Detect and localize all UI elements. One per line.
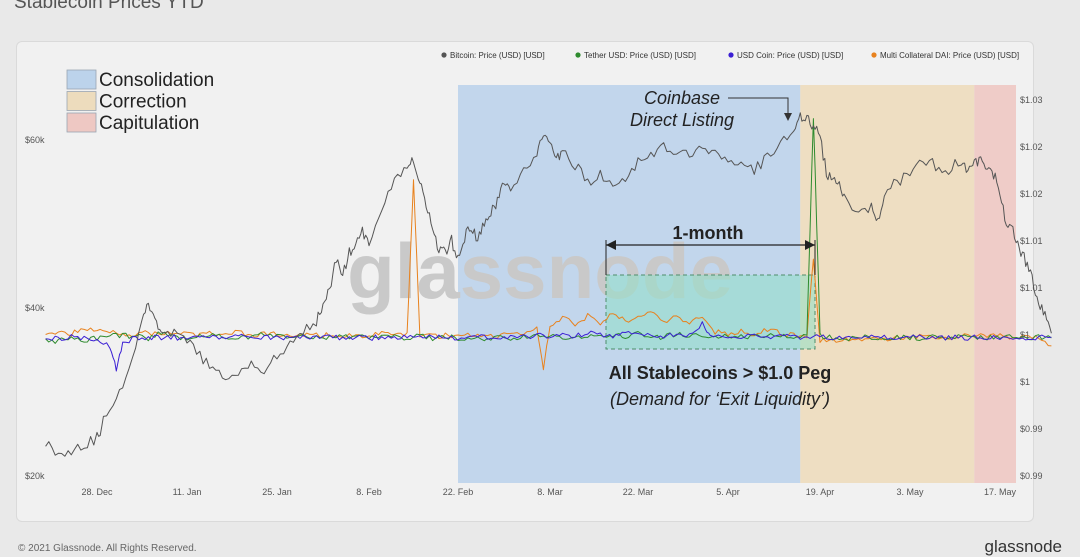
y-right-tick-label: $1.01: [1020, 236, 1043, 246]
phase-legend-label-consolidation: Consolidation: [99, 70, 214, 91]
legend-item-tether[interactable]: Tether USD: Price (USD) [USD]: [584, 51, 696, 60]
phase-band-correction: [800, 85, 975, 483]
x-tick-label: 8. Feb: [356, 487, 382, 497]
phase-legend-swatch-consolidation: [66, 69, 97, 90]
phase-band-capitulation: [974, 85, 1016, 483]
y-left-tick-label: $60k: [25, 135, 45, 145]
legend-marker-bitcoin: [441, 52, 447, 58]
legend-item-bitcoin[interactable]: Bitcoin: Price (USD) [USD]: [450, 51, 545, 60]
legend-item-dai[interactable]: Multi Collateral DAI: Price (USD) [USD]: [880, 51, 1019, 60]
phase-legend-label-capitulation: Capitulation: [99, 113, 199, 134]
demand-annotation: (Demand for ‘Exit Liquidity’): [610, 389, 830, 409]
page-title: Stablecoin Prices YTD: [14, 0, 204, 13]
coinbase-annotation-line2: Direct Listing: [630, 110, 734, 130]
x-tick-label: 28. Dec: [81, 487, 113, 497]
legend-marker-usdc: [728, 52, 734, 58]
peg-annotation: All Stablecoins > $1.0 Peg: [609, 363, 832, 383]
x-tick-label: 8. Mar: [537, 487, 563, 497]
x-tick-label: 22. Mar: [623, 487, 654, 497]
x-tick-label: 5. Apr: [716, 487, 740, 497]
y-right-tick-label: $1.02: [1020, 142, 1043, 152]
x-tick-label: 3. May: [896, 487, 924, 497]
one-month-arrow-right: [805, 240, 815, 250]
legend: Bitcoin: Price (USD) [USD] Tether USD: Pr…: [441, 51, 1019, 60]
x-tick-label: 19. Apr: [806, 487, 835, 497]
coinbase-arrow: [728, 97, 789, 118]
y-right-tick-label: $1.02: [1020, 189, 1043, 199]
one-month-label: 1-month: [673, 223, 744, 243]
x-tick-label: 22. Feb: [443, 487, 474, 497]
y-right-tick-label: $1: [1020, 377, 1030, 387]
series-line-tether: [45, 118, 1052, 344]
one-month-arrow-left: [606, 240, 616, 250]
series-lines: [45, 112, 1052, 457]
phase-legend-swatch-correction: [66, 91, 97, 111]
x-tick-label: 25. Jan: [262, 487, 292, 497]
y-right-tick-label: $1: [1020, 330, 1030, 340]
phase-legend-swatch-capitulation: [66, 112, 97, 133]
phase-legend-label-correction: Correction: [99, 92, 187, 113]
y-right-tick-label: $1.01: [1020, 283, 1043, 293]
series-line-bitcoin: [45, 112, 1052, 457]
brand-logo: glassnode: [984, 537, 1062, 556]
series-line-usdc: [45, 321, 1052, 372]
y-right-tick-label: $1.03: [1020, 95, 1043, 105]
y-left-tick-label: $40k: [25, 303, 45, 313]
coinbase-annotation-line1: Coinbase: [644, 88, 720, 108]
copyright-footer: © 2021 Glassnode. All Rights Reserved.: [18, 543, 197, 554]
x-tick-label: 11. Jan: [173, 487, 202, 497]
y-right-tick-label: $0.99: [1020, 424, 1043, 434]
axes: 28. Dec 11. Jan 25. Jan 8. Feb 22. Feb 8. Mar…: [25, 95, 1043, 497]
legend-marker-dai: [871, 52, 877, 58]
legend-item-usdc[interactable]: USD Coin: Price (USD) [USD]: [737, 51, 843, 60]
legend-marker-tether: [575, 52, 581, 58]
y-right-tick-label: $0.99: [1020, 471, 1043, 481]
y-left-tick-label: $20k: [25, 471, 45, 481]
x-tick-label: 17. May: [984, 487, 1017, 497]
peg-highlight-box: [605, 274, 816, 350]
coinbase-arrow-head: [784, 113, 792, 121]
